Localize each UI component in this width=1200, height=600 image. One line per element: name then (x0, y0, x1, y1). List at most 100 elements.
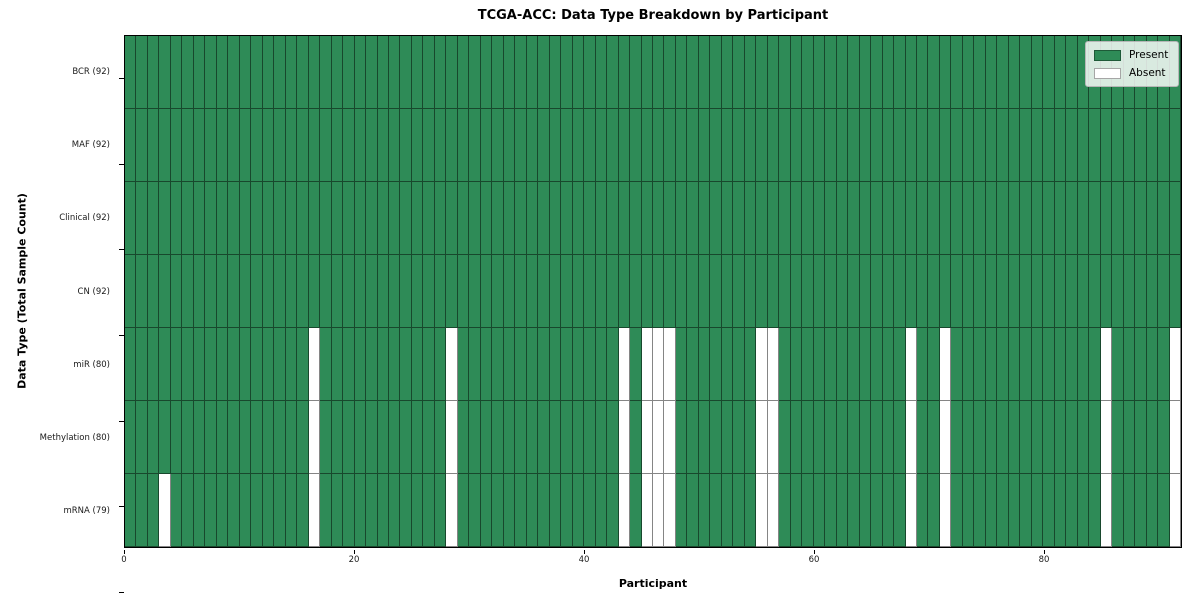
heatmap-cell (193, 36, 206, 109)
heatmap-cell (894, 255, 906, 328)
heatmap-cell (1008, 474, 1021, 547)
heatmap-cell (297, 36, 309, 109)
heatmap-cell (1100, 255, 1113, 328)
heatmap-cell (147, 182, 160, 255)
heatmap-cell (675, 255, 688, 328)
heatmap-cell (710, 255, 722, 328)
x-tick-mark (584, 549, 585, 554)
heatmap-cell (848, 328, 860, 401)
heatmap-cell (871, 401, 883, 474)
heatmap-cell (170, 328, 183, 401)
chart-title: TCGA-ACC: Data Type Breakdown by Partici… (477, 8, 829, 23)
heatmap-cell (193, 182, 206, 255)
heatmap-cell (366, 401, 378, 474)
x-axis-ticks: 0 20 40 60 80 (121, 548, 1182, 578)
heatmap-cell (1031, 401, 1044, 474)
heatmap-cell (584, 401, 596, 474)
heatmap-cell (331, 255, 344, 328)
heatmap-cell (182, 328, 194, 401)
heatmap-cell (744, 182, 757, 255)
heatmap-cell (917, 328, 929, 401)
heatmap-cell (836, 474, 849, 547)
heatmap-cell (251, 401, 263, 474)
heatmap-cell (1008, 109, 1021, 182)
heatmap-cell (1146, 401, 1159, 474)
heatmap-cell (882, 401, 895, 474)
heatmap-cell (928, 255, 940, 328)
heatmap-cell (239, 36, 252, 109)
heatmap-cell (125, 255, 137, 328)
heatmap-cell (216, 401, 229, 474)
heatmap-cell (366, 474, 378, 547)
heatmap-cell (1158, 109, 1170, 182)
heatmap-cell (182, 182, 194, 255)
heatmap-cell (159, 182, 171, 255)
heatmap-cell (159, 328, 171, 401)
heatmap-cell (457, 36, 470, 109)
heatmap-cell (1020, 401, 1032, 474)
heatmap-cell (825, 401, 837, 474)
heatmap-cell (985, 36, 998, 109)
heatmap-cell (802, 328, 814, 401)
heatmap-cell (308, 401, 321, 474)
heatmap-cell (262, 182, 275, 255)
x-tick-mark (814, 549, 815, 554)
y-tick-mark (119, 420, 124, 422)
heatmap-cell (767, 182, 780, 255)
heatmap-cell (894, 401, 906, 474)
heatmap-cell (251, 255, 263, 328)
heatmap-cell (182, 36, 194, 109)
heatmap-cell (205, 182, 217, 255)
heatmap-cell (366, 255, 378, 328)
heatmap-cell (457, 255, 470, 328)
heatmap-cell (779, 255, 791, 328)
heatmap-cell (698, 401, 711, 474)
heatmap-cell (389, 255, 401, 328)
heatmap-cell (561, 182, 573, 255)
heatmap-cell (675, 474, 688, 547)
heatmap-cell (962, 255, 975, 328)
heatmap-cell (193, 109, 206, 182)
heatmap-cell (423, 474, 435, 547)
heatmap-cell (1031, 474, 1044, 547)
heatmap-cell (147, 109, 160, 182)
heatmap-cell (641, 328, 653, 401)
heatmap-cell (285, 255, 298, 328)
heatmap-cell (607, 401, 619, 474)
heatmap-cell (480, 328, 493, 401)
heatmap-cell (308, 36, 321, 109)
heatmap-cell (228, 328, 240, 401)
heatmap-cell (1020, 182, 1032, 255)
heatmap-cell (239, 255, 252, 328)
heatmap-cell (320, 474, 332, 547)
heatmap-cell (354, 36, 367, 109)
heatmap-cell (389, 182, 401, 255)
heatmap-cell (767, 36, 780, 109)
heatmap-cell (710, 401, 722, 474)
y-axis-tick-labels: BCR (92) MAF (92) Clinical (92) CN (92) miR … (0, 35, 117, 548)
heatmap-cell (274, 109, 286, 182)
heatmap-cell (377, 474, 389, 547)
heatmap-cell (343, 255, 355, 328)
heatmap-cell (1066, 36, 1078, 109)
heatmap-cell (170, 36, 183, 109)
heatmap-cell (1112, 401, 1124, 474)
heatmap-cell (170, 255, 183, 328)
heatmap-cell (400, 474, 412, 547)
heatmap-cell (1169, 474, 1181, 547)
heatmap-cell (848, 474, 860, 547)
heatmap-cell (584, 255, 596, 328)
heatmap-cell (193, 474, 206, 547)
heatmap-cell (1169, 182, 1181, 255)
heatmap-cell (446, 255, 458, 328)
heatmap-cell (744, 255, 757, 328)
heatmap-cell (480, 401, 493, 474)
heatmap-cell (1020, 474, 1032, 547)
heatmap-cell (1020, 328, 1032, 401)
heatmap-cell (653, 474, 665, 547)
heatmap-cell (297, 255, 309, 328)
heatmap-cell (997, 109, 1009, 182)
heatmap-cell (584, 36, 596, 109)
heatmap-cell (1066, 401, 1078, 474)
heatmap-cell (974, 36, 986, 109)
